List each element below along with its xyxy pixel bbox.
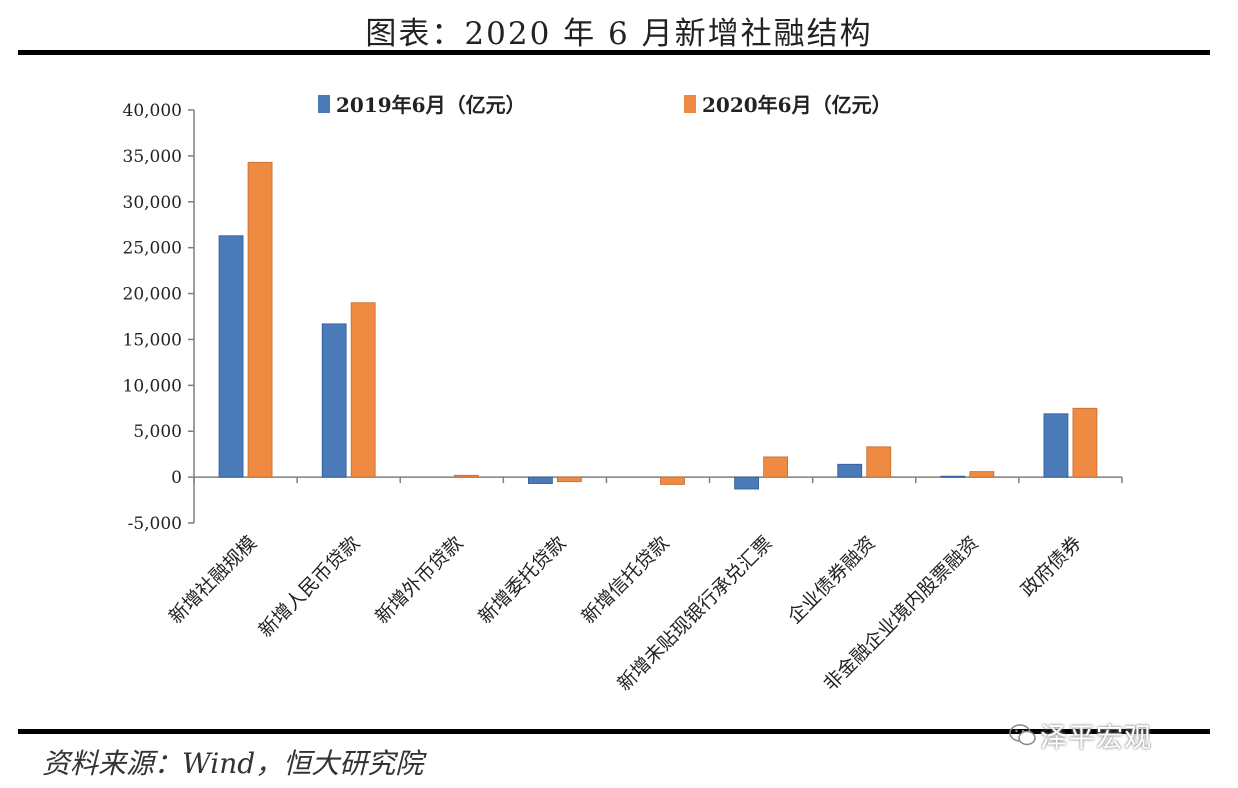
category-label: 新增人民币贷款 — [255, 532, 365, 642]
bar-2020 — [350, 302, 376, 478]
y-tick-label: 15,000 — [123, 330, 182, 350]
bar-2020 — [247, 161, 273, 478]
category-label: 企业债券融资 — [784, 532, 880, 628]
y-tick-label: 35,000 — [123, 147, 182, 167]
bar-2020 — [969, 471, 995, 478]
category-label: 新增社融规模 — [165, 532, 261, 628]
y-tick-label: 20,000 — [123, 285, 182, 305]
y-tick-label: 5,000 — [133, 422, 182, 442]
y-tick-label: 25,000 — [123, 239, 182, 259]
bar-2020 — [453, 474, 479, 478]
y-tick-label: 0 — [171, 468, 182, 488]
legend-swatch — [318, 95, 330, 113]
watermark: 泽平宏观 — [1040, 723, 1152, 754]
bar-2019 — [218, 235, 244, 478]
wechat-icon — [1009, 724, 1036, 746]
source-note: 资料来源：Wind，恒大研究院 — [42, 747, 424, 780]
bar-2019 — [321, 323, 347, 478]
legend: 2019年6月（亿元） 2020年6月（亿元） — [318, 93, 892, 117]
category-label: 新增信托贷款 — [577, 532, 673, 628]
bar-2020 — [866, 446, 892, 478]
bar-2019 — [734, 476, 760, 490]
top-divider — [18, 50, 1210, 55]
y-tick-label: 30,000 — [123, 193, 182, 213]
x-axis — [193, 476, 1123, 484]
chart-title: 图表：2020 年 6 月新增社融结构 — [365, 16, 873, 52]
y-tick-label: 10,000 — [123, 376, 182, 396]
bar-2020 — [556, 476, 582, 483]
bar-chart: -5,000 0 5,000 10,000 15,000 20,000 25,000 30,0… — [123, 93, 1123, 695]
bars — [218, 161, 1098, 490]
y-axis: -5,000 0 5,000 10,000 15,000 20,000 25,000 30,0… — [123, 101, 195, 534]
bar-2019 — [940, 475, 966, 478]
legend-swatch — [684, 95, 696, 113]
category-label: 政府债券 — [1017, 532, 1086, 601]
category-label: 新增外币贷款 — [371, 532, 467, 628]
y-tick-label: 40,000 — [123, 101, 182, 121]
y-tick-label: -5,000 — [128, 514, 182, 534]
legend-label: 2020年6月（亿元） — [702, 93, 892, 117]
bar-2020 — [763, 456, 789, 478]
bar-2019 — [837, 463, 863, 478]
bottom-divider — [18, 729, 1210, 734]
bar-2019 — [527, 476, 553, 484]
bar-2019 — [1043, 413, 1069, 478]
category-label: 新增委托贷款 — [474, 532, 570, 628]
legend-label: 2019年6月（亿元） — [336, 93, 526, 117]
bar-2020 — [1072, 407, 1098, 478]
bar-2020 — [660, 476, 685, 485]
